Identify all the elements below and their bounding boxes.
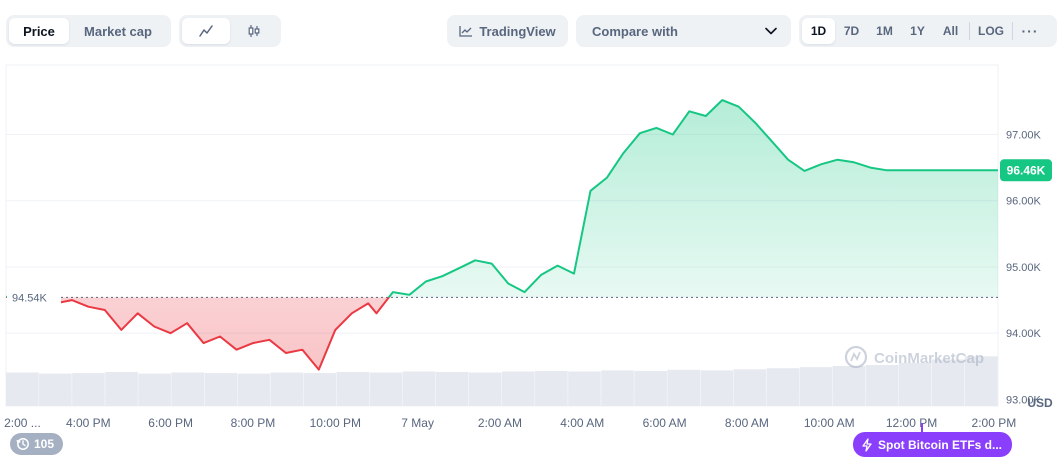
volume-bar	[6, 372, 39, 406]
chart-type-switch: Price Market cap	[6, 15, 171, 47]
volume-bar	[336, 371, 370, 406]
y-tick-label: 93.00K	[1006, 394, 1042, 406]
more-options-button[interactable]: ···	[1021, 23, 1039, 39]
x-tick-label: 10:00 AM	[804, 416, 855, 430]
baseline-label: 94.54K	[7, 289, 61, 306]
volume-bar	[72, 373, 105, 406]
candlestick-icon	[248, 25, 260, 37]
x-tick-label: 8:00 AM	[725, 416, 769, 430]
volume-bar	[171, 372, 204, 406]
y-tick-label: 95.00K	[1006, 262, 1042, 274]
volume-bar	[138, 373, 171, 406]
coinmarketcap-watermark: CoinMarketCap	[844, 345, 984, 369]
news-marker-line	[921, 423, 923, 432]
tradingview-button[interactable]: TradingView	[447, 15, 568, 47]
news-event-badge[interactable]: Spot Bitcoin ETFs d...	[853, 432, 1012, 457]
range-divider	[969, 22, 970, 40]
volume-bar	[568, 371, 601, 406]
svg-text:96.46K: 96.46K	[1007, 163, 1046, 177]
x-tick-label: 2:00 AM	[478, 416, 522, 430]
volume-bar	[303, 373, 337, 406]
volume-bar	[468, 372, 502, 406]
volume-bar	[700, 370, 734, 406]
volume-bar	[270, 372, 304, 406]
y-tick-label: 97.00K	[1006, 130, 1042, 142]
tab-market-cap[interactable]: Market cap	[84, 23, 152, 39]
chart-trend-icon	[459, 26, 473, 37]
x-tick-label: 6:00 PM	[148, 416, 193, 430]
lightning-icon	[862, 437, 872, 452]
history-count: 105	[34, 437, 55, 451]
volume-bar	[865, 364, 899, 406]
x-tick-label: 2:00 PM	[972, 416, 1017, 430]
x-tick-label: 12:00 PM	[886, 416, 937, 430]
price-area-above-baseline	[6, 100, 998, 298]
news-event-label: Spot Bitcoin ETFs d...	[878, 437, 1002, 452]
range-1m[interactable]: 1M	[876, 24, 893, 38]
range-1y[interactable]: 1Y	[910, 24, 925, 38]
tab-price[interactable]: Price	[9, 18, 69, 44]
x-tick-label: 6:00 AM	[643, 416, 687, 430]
volume-bar	[667, 369, 700, 406]
x-tick-label: 4:00 AM	[560, 416, 604, 430]
y-tick-label: 96.00K	[1006, 196, 1042, 208]
svg-text:94.54K: 94.54K	[12, 292, 48, 304]
x-tick-label: 7 May	[401, 416, 434, 430]
volume-bar	[733, 369, 767, 406]
x-tick-label: 8:00 PM	[231, 416, 276, 430]
volume-bar	[601, 370, 634, 406]
time-range-switch: 1D 7D 1M 1Y All LOG ···	[799, 15, 1057, 47]
volume-bar	[435, 371, 469, 406]
range-1d[interactable]: 1D	[802, 18, 835, 44]
range-7d[interactable]: 7D	[843, 24, 860, 38]
volume-bar	[105, 371, 138, 406]
compare-with-dropdown[interactable]: Compare with	[576, 15, 791, 47]
price-line-down	[5, 297, 391, 371]
volume-bar	[832, 366, 866, 406]
line-chart-icon	[199, 25, 213, 37]
chevron-down-icon	[765, 27, 777, 35]
candlestick-chart-button[interactable]	[230, 18, 278, 44]
volume-bars	[6, 356, 998, 406]
price-line-up	[5, 99, 998, 298]
tradingview-label: TradingView	[479, 23, 556, 39]
x-tick-label: 10:00 PM	[310, 416, 361, 430]
x-tick-label: 4:00 PM	[66, 416, 111, 430]
volume-bar	[39, 373, 72, 406]
range-all[interactable]: All	[942, 24, 959, 38]
volume-bar	[535, 370, 568, 406]
volume-bar	[799, 367, 833, 406]
volume-bar	[964, 356, 998, 406]
history-icon	[16, 438, 29, 450]
y-tick-label: 94.00K	[1006, 328, 1042, 340]
chart-style-switch	[179, 15, 281, 47]
history-badge[interactable]: 105	[10, 433, 64, 455]
price-area-below-baseline	[11, 297, 389, 370]
currency-label: USD	[1027, 396, 1053, 410]
log-scale-button[interactable]: LOG	[978, 24, 1004, 38]
volume-bar	[898, 362, 932, 406]
line-chart-button[interactable]	[182, 18, 230, 44]
compare-with-label: Compare with	[592, 23, 678, 39]
volume-bar	[204, 373, 238, 406]
volume-bar	[369, 372, 403, 406]
x-axis: 2:00 ... 4:00 PM 6:00 PM 8:00 PM 10:00 PM 7 M…	[4, 416, 1016, 430]
volume-bar	[766, 368, 800, 406]
volume-bar	[634, 370, 667, 406]
watermark-text: CoinMarketCap	[874, 350, 984, 367]
volume-bar	[931, 359, 965, 406]
volume-bar	[402, 371, 436, 406]
range-divider-2	[1012, 22, 1013, 40]
y-axis: 97.00K 96.00K 95.00K 94.00K 93.00K	[1006, 130, 1042, 407]
x-tick-label: 2:00 ...	[4, 416, 41, 430]
volume-bar	[237, 373, 271, 406]
current-price-tag: 96.46K	[1000, 159, 1052, 182]
volume-bar	[502, 371, 535, 406]
